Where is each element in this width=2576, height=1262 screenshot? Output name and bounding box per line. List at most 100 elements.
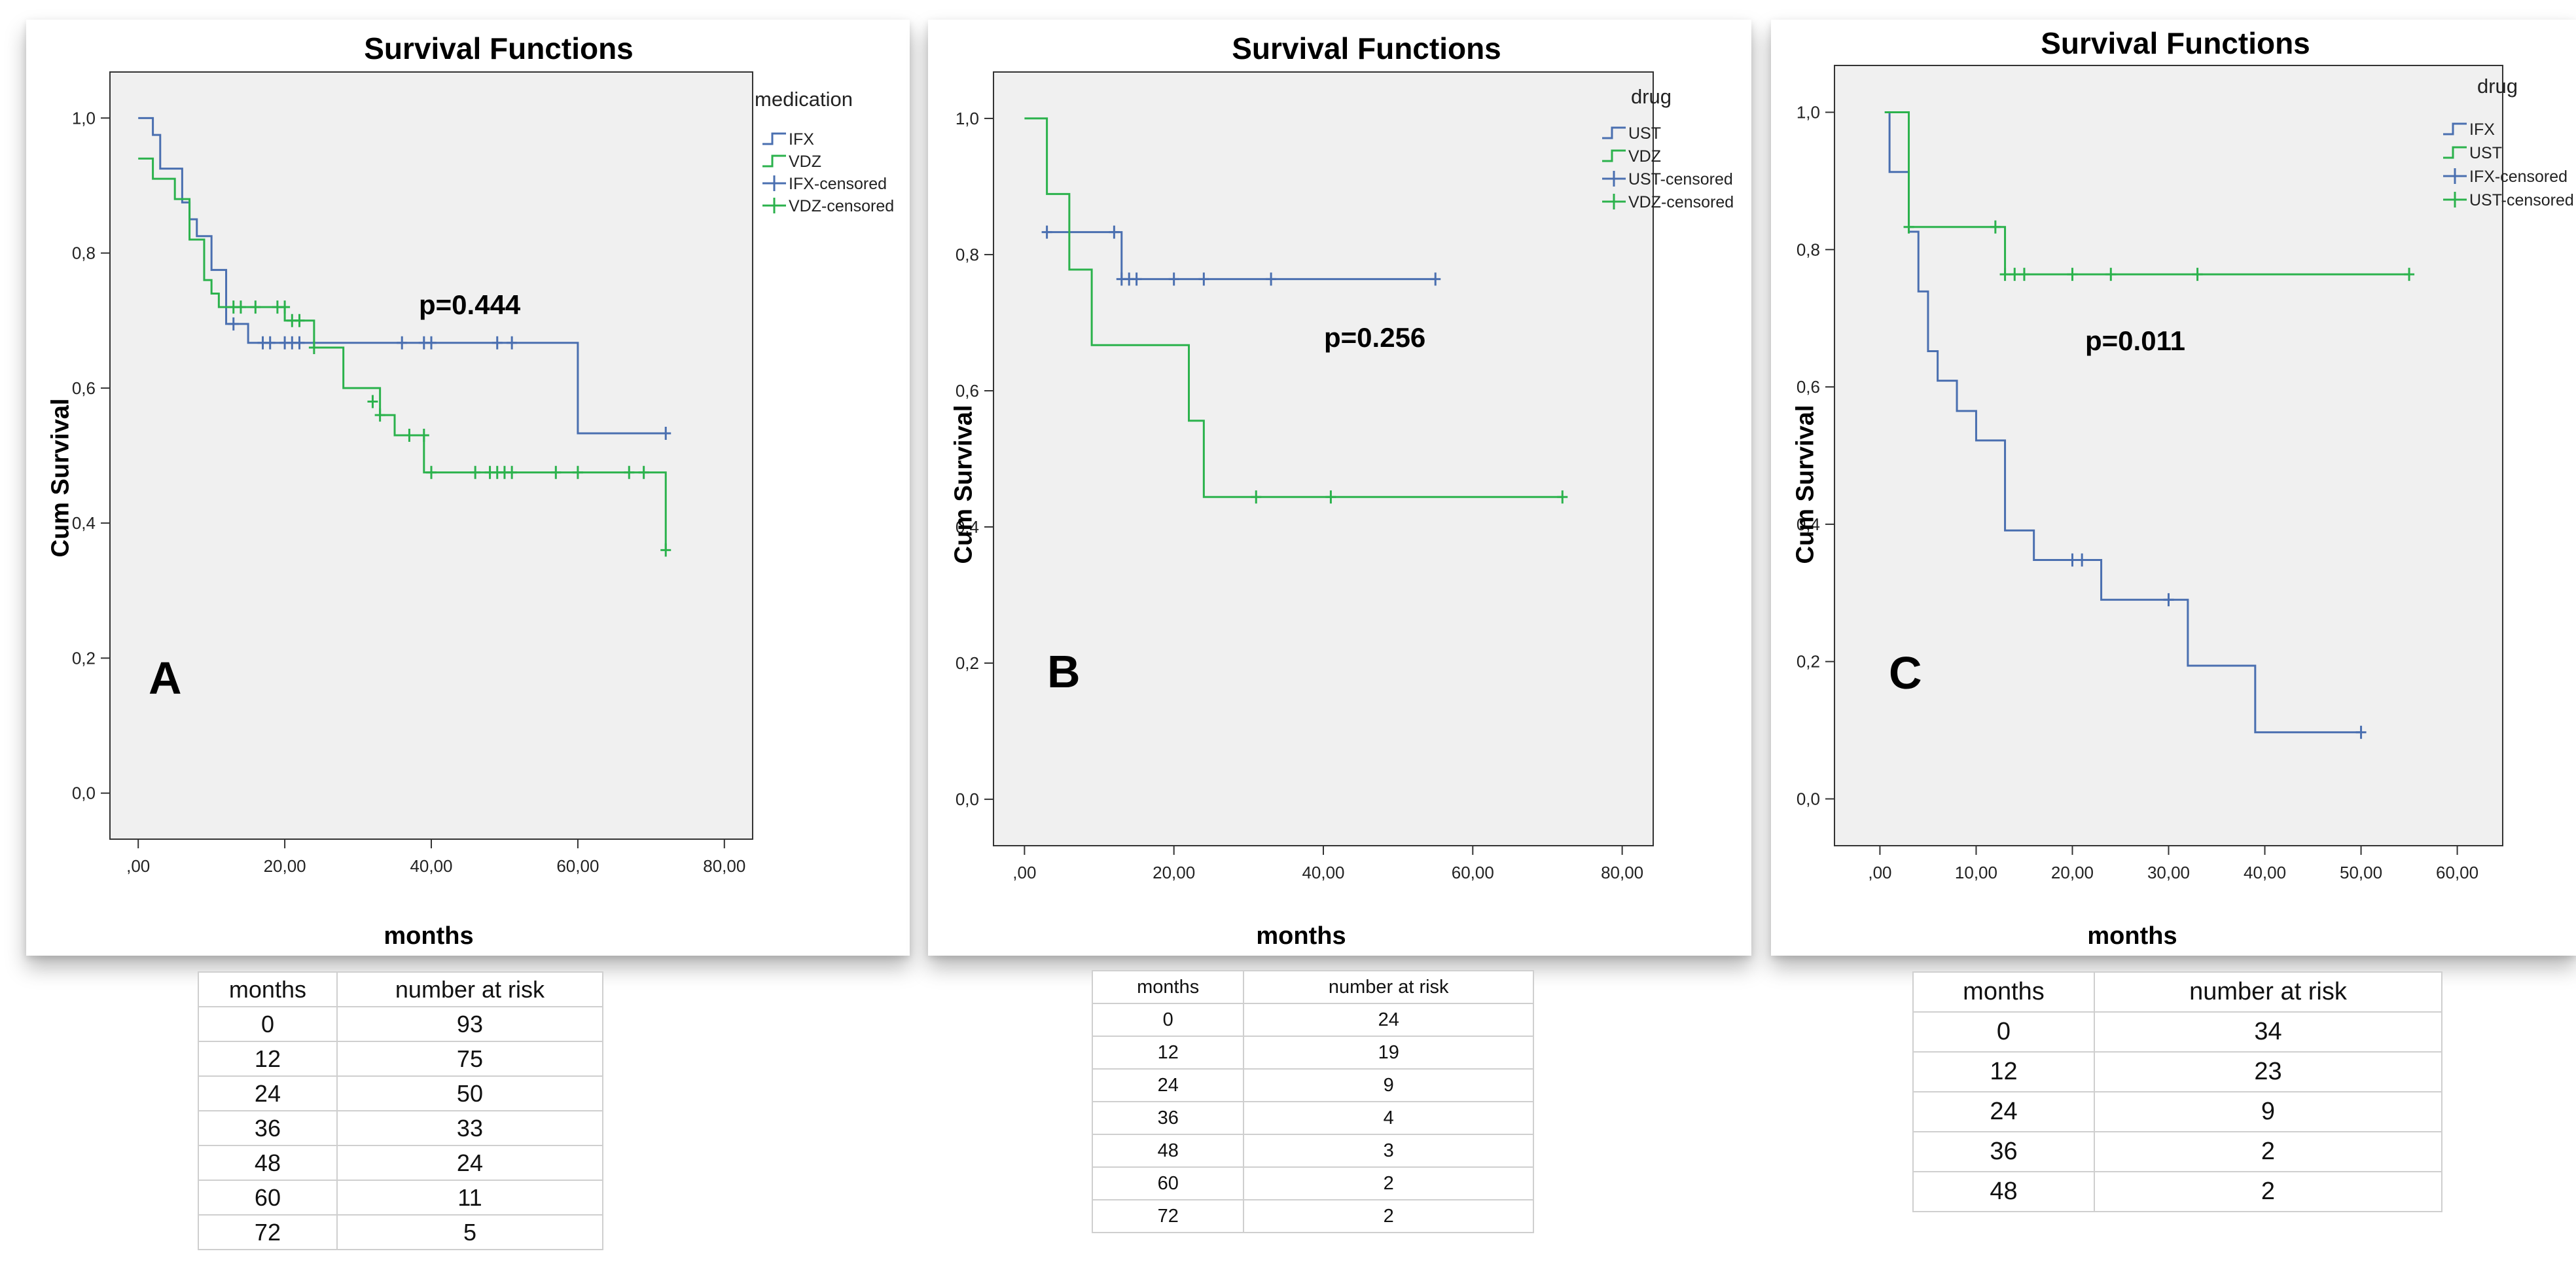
censor-mark-vdz [404, 429, 415, 442]
at-risk-cell: 33 [336, 1110, 604, 1146]
censor-mark-vdz [426, 465, 437, 479]
y-tick-label: 0,4 [1797, 514, 1820, 534]
risk-table-header: months number at risk [198, 971, 604, 1007]
table-row: 0 93 [198, 1006, 604, 1042]
legend-entry: IFX-censored [789, 175, 887, 193]
panel-letter: B [1047, 646, 1081, 697]
table-row: 0 34 [1912, 1011, 2443, 1053]
months-header: months [1912, 971, 2095, 1013]
survival-chart-a-svg: Survival Functions 0,0 0,2 0,4 0,6 0,8 1,0 ,00 2… [46, 31, 894, 950]
months-cell: 36 [1912, 1131, 2095, 1172]
y-tick-label: 0,8 [1797, 240, 1820, 259]
months-cell: 72 [1091, 1199, 1245, 1233]
months-cell: 12 [1091, 1036, 1245, 1070]
x-tick-label: 10,00 [1955, 863, 1997, 882]
table-row: 0 24 [1091, 1003, 1534, 1037]
censor-mark-vdz [367, 395, 378, 408]
censor-mark-ust [1041, 225, 1052, 239]
y-tick-label: 0,4 [956, 517, 979, 537]
legend-title: drug [1631, 85, 1672, 108]
months-cell: 0 [1091, 1003, 1245, 1037]
at-risk-cell: 24 [336, 1145, 604, 1181]
censor-mark-ust [2404, 268, 2415, 281]
table-row: 12 23 [1912, 1051, 2443, 1092]
at-risk-cell: 2 [2093, 1131, 2443, 1172]
legend-censor-icon [2443, 168, 2467, 184]
legend-entry: VDZ [789, 153, 821, 171]
at-risk-cell: 4 [1243, 1101, 1534, 1135]
months-cell: 24 [1912, 1091, 2095, 1132]
p-value-annotation: p=0.444 [419, 289, 521, 320]
censor-mark-ust [1168, 272, 1179, 286]
legend-step-icon [1602, 126, 1626, 139]
table-row: 36 33 [198, 1110, 604, 1146]
legend-censor-icon [2443, 192, 2467, 207]
at-risk-cell: 93 [336, 1006, 604, 1042]
legend-censor-icon [762, 175, 786, 191]
legend-entry: UST [2469, 144, 2502, 162]
risk-table-header: months number at risk [1912, 971, 2443, 1013]
censor-mark-vdz [374, 408, 385, 422]
legend-title: drug [2477, 75, 2518, 98]
censor-mark-vdz [624, 465, 635, 479]
table-row: 72 5 [198, 1214, 604, 1250]
legend-entry: VDZ-censored [1628, 193, 1734, 211]
survival-line-ust [1046, 231, 1436, 280]
x-axis-label: months [1256, 922, 1346, 950]
survival-chart-b: Survival Functions 0,0 0,2 0,4 0,6 0,8 1,0 ,00 2… [928, 20, 1751, 956]
at-risk-cell: 9 [1243, 1068, 1534, 1102]
y-tick-label: 1,0 [72, 108, 96, 128]
legend-censor-icon [762, 198, 786, 213]
censor-mark-ifx [2163, 593, 2174, 607]
censor-mark-ust [1903, 220, 1914, 234]
censor-mark-ust [1198, 272, 1209, 286]
at-risk-cell: 11 [336, 1180, 604, 1216]
censor-mark-ifx [2077, 553, 2088, 567]
x-tick-label: 20,00 [264, 856, 306, 876]
table-row: 60 2 [1091, 1166, 1534, 1200]
risk-table-header: months number at risk [1091, 970, 1534, 1004]
legend-entry: UST [1628, 124, 1661, 143]
table-row: 24 50 [198, 1075, 604, 1111]
survival-line-ifx [138, 117, 666, 435]
table-row: 60 11 [198, 1180, 604, 1216]
y-tick-label: 0,8 [956, 245, 979, 264]
y-tick-label: 1,0 [1797, 103, 1820, 122]
y-tick-label: 0,0 [956, 789, 979, 809]
survival-chart-a: Survival Functions 0,0 0,2 0,4 0,6 0,8 1,0 ,00 2… [26, 20, 910, 956]
at-risk-cell: 34 [2093, 1011, 2443, 1053]
censor-mark-ust [2018, 268, 2030, 281]
months-cell: 36 [198, 1110, 338, 1146]
censor-mark-vdz [550, 465, 562, 479]
legend-entry: UST-censored [1628, 170, 1733, 189]
survival-line-vdz [1024, 117, 1563, 498]
at-risk-cell: 23 [2093, 1051, 2443, 1092]
censor-mark-ust [1430, 272, 1441, 286]
table-row: 48 2 [1912, 1171, 2443, 1212]
x-tick-label: 40,00 [2244, 863, 2286, 882]
chart-title: Survival Functions [2041, 26, 2310, 60]
censor-mark-vdz [572, 465, 583, 479]
censor-mark-vdz [235, 300, 246, 314]
legend-step-icon [762, 154, 786, 168]
at-risk-cell: 5 [336, 1214, 604, 1250]
months-cell: 48 [1912, 1171, 2095, 1212]
censor-mark-vdz [660, 543, 671, 557]
plot-area [993, 71, 1654, 846]
censor-mark-vdz [470, 465, 481, 479]
y-tick-label: 0,0 [1797, 789, 1820, 808]
y-tick-label: 0,6 [956, 381, 979, 401]
censor-mark-vdz [1251, 490, 1262, 504]
censor-mark-vdz [638, 465, 649, 479]
censor-mark-vdz [250, 300, 261, 314]
y-axis-label: Cum Survival [46, 399, 74, 558]
y-tick-label: 0,6 [72, 378, 96, 398]
months-cell: 0 [198, 1006, 338, 1042]
survival-chart-c: Survival Functions 0,0 0,2 0,4 0,6 0,8 1,0 ,00 1… [1771, 20, 2576, 956]
number-at-risk-header: number at risk [2093, 971, 2443, 1013]
number-at-risk-header: number at risk [336, 971, 604, 1007]
table-row: 36 2 [1912, 1131, 2443, 1172]
legend-step-icon [2443, 122, 2467, 135]
months-cell: 60 [198, 1180, 338, 1216]
legend-entry: IFX [789, 130, 814, 149]
